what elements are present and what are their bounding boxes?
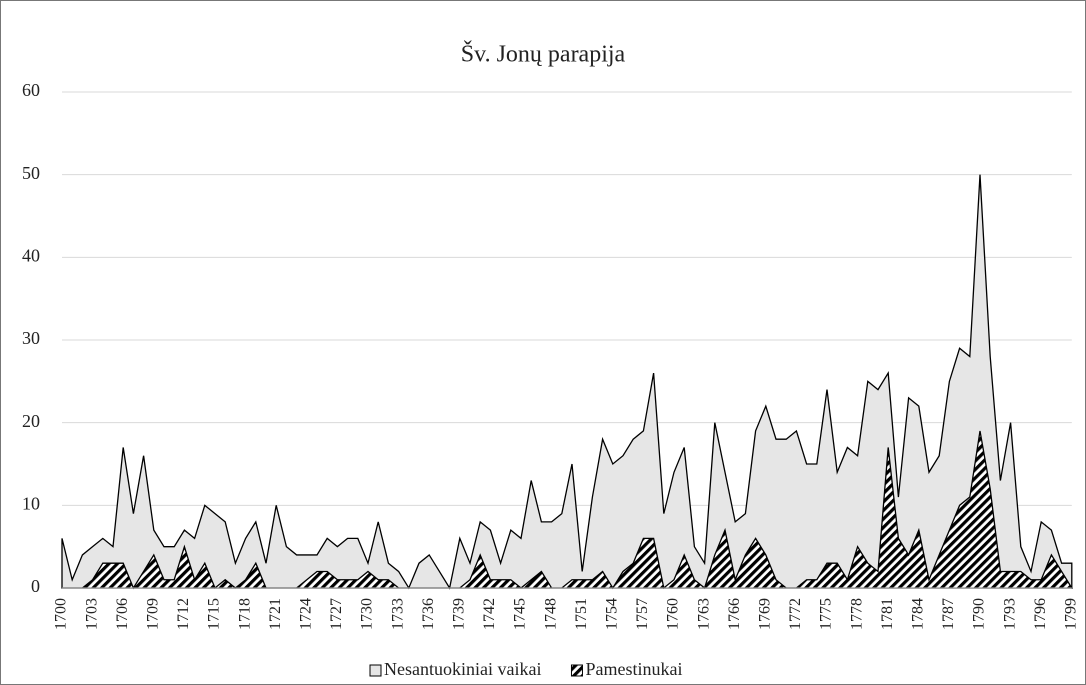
- x-tick-label: 1769: [756, 598, 773, 630]
- x-tick-label: 1712: [175, 598, 192, 630]
- y-tick-label: 40: [22, 245, 40, 265]
- x-tick-label: 1733: [389, 598, 406, 630]
- x-tick-label: 1781: [879, 598, 896, 630]
- x-tick-label: 1718: [236, 598, 253, 630]
- legend-swatch: [369, 664, 382, 677]
- legend-label: Nesantuokiniai vaikai: [384, 659, 541, 679]
- x-tick-label: 1799: [1062, 598, 1079, 630]
- x-tick-label: 1757: [634, 598, 651, 630]
- y-tick-label: 30: [22, 328, 40, 348]
- x-tick-label: 1721: [267, 598, 284, 630]
- chart-title: Šv. Jonų parapija: [461, 41, 626, 68]
- x-tick-label: 1700: [53, 598, 70, 630]
- x-tick-label: 1703: [83, 598, 100, 630]
- x-tick-label: 1772: [787, 598, 804, 630]
- y-tick-label: 50: [22, 163, 40, 183]
- x-tick-label: 1766: [726, 598, 743, 630]
- y-tick-label: 60: [22, 80, 40, 100]
- x-tick-label: 1742: [481, 598, 498, 630]
- x-tick-label: 1793: [1001, 598, 1018, 630]
- x-tick-label: 1748: [542, 598, 559, 630]
- x-tick-label: 1736: [420, 598, 437, 630]
- area: [61, 174, 1073, 590]
- x-tick-label: 1739: [450, 598, 467, 630]
- x-tick-label: 1760: [665, 598, 682, 630]
- legend-swatch: [570, 664, 583, 677]
- y-tick-label: 20: [22, 411, 40, 431]
- x-tick-label: 1754: [603, 598, 620, 630]
- x-tick-label: 1730: [359, 598, 376, 630]
- x-tick-label: 1727: [328, 598, 345, 630]
- x-tick-label: 1787: [940, 598, 957, 630]
- x-tick-label: 1745: [512, 598, 529, 630]
- y-tick-label: 0: [31, 576, 40, 596]
- x-tick-label: 1763: [695, 598, 712, 630]
- x-tick-label: 1775: [818, 598, 835, 630]
- legend-label: Pamestinukai: [585, 659, 682, 679]
- y-tick-label: 10: [22, 493, 40, 513]
- x-tick-label: 1706: [114, 598, 131, 630]
- x-tick-label: 1796: [1032, 598, 1049, 630]
- x-tick-label: 1709: [144, 598, 161, 630]
- x-tick-label: 1715: [206, 598, 223, 630]
- x-tick-label: 1751: [573, 598, 590, 630]
- x-tick-label: 1790: [971, 598, 988, 630]
- x-tick-label: 1778: [848, 598, 865, 630]
- x-tick-label: 1784: [909, 598, 926, 630]
- x-tick-label: 1724: [297, 598, 314, 630]
- area: [62, 430, 1073, 590]
